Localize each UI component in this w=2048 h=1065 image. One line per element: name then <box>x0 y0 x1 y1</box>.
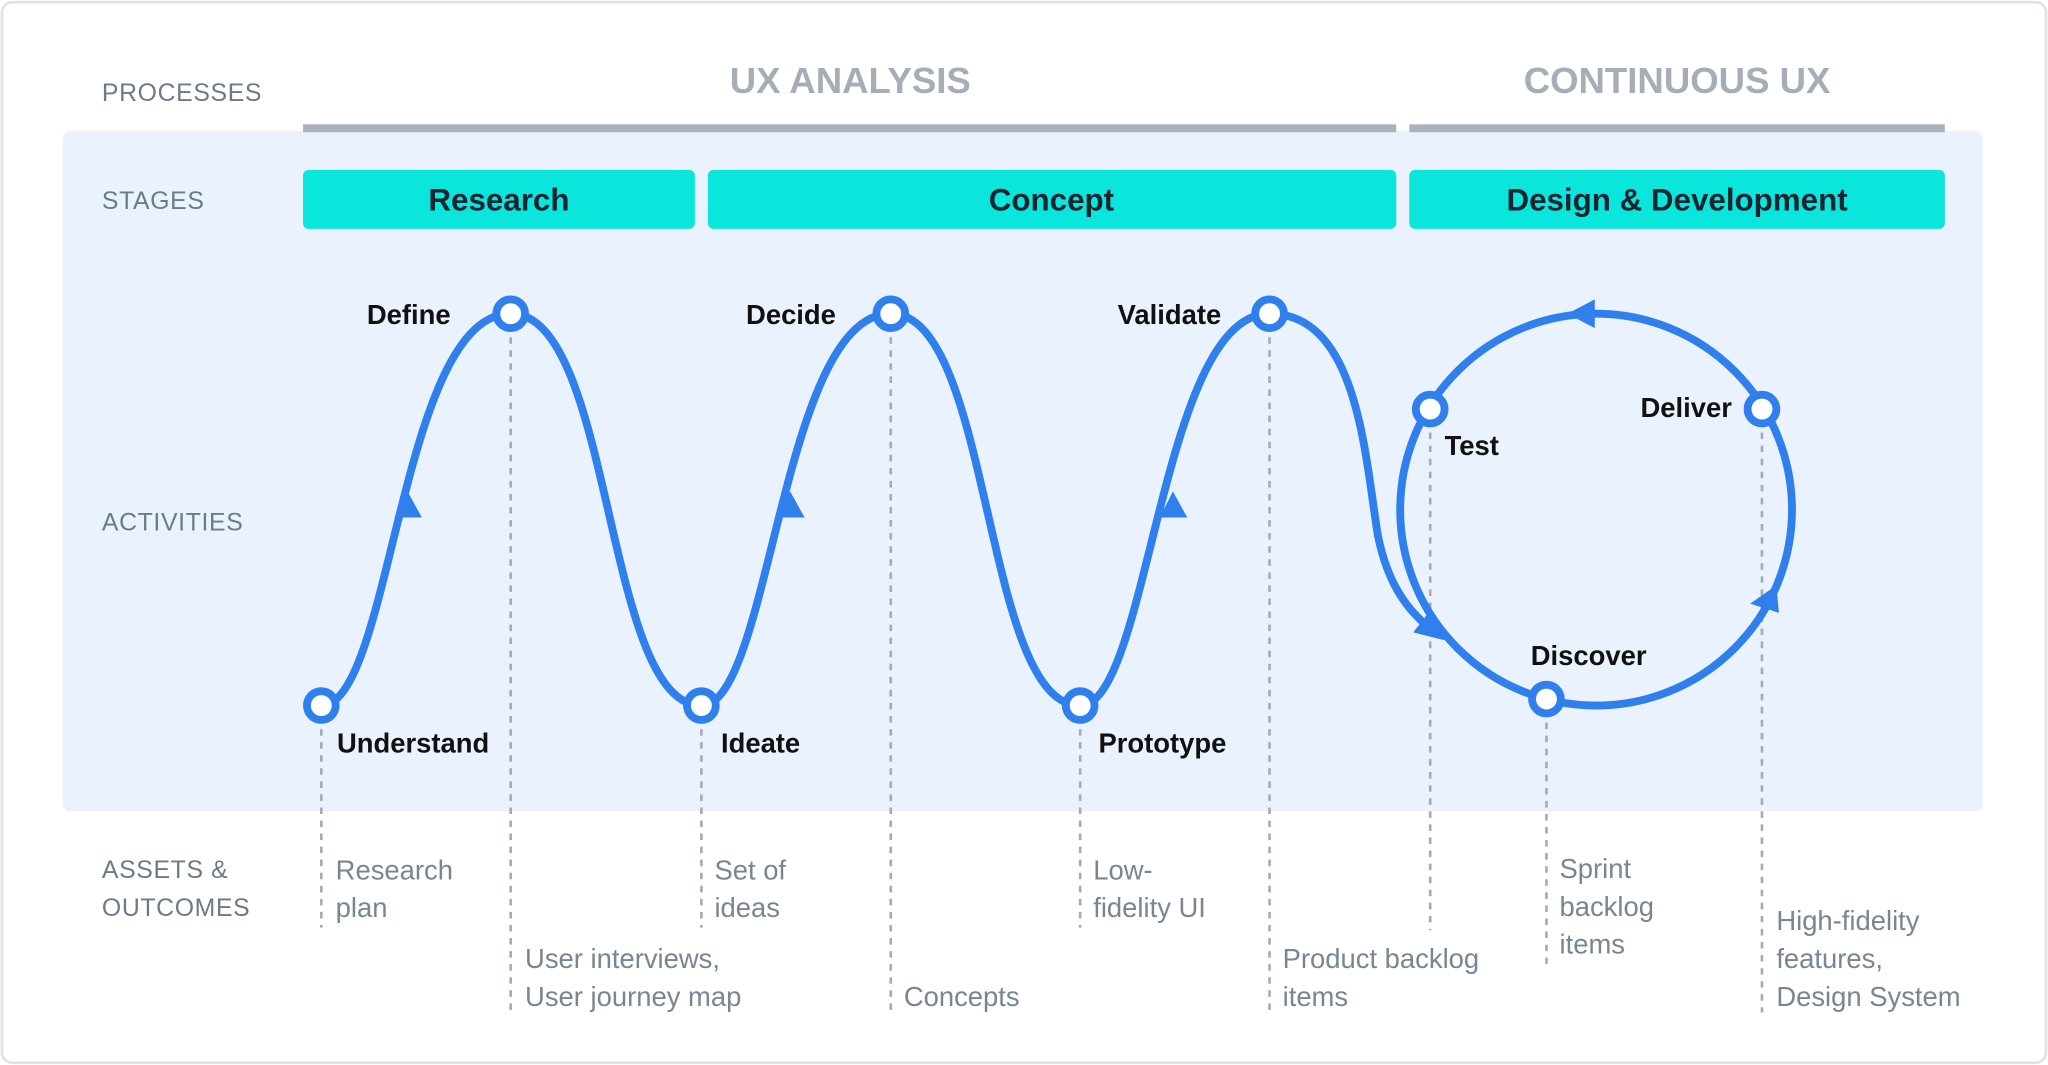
outcome-lowfi: Low- fidelity UI <box>1093 854 1206 923</box>
stage-research-label: Research <box>428 183 569 218</box>
outcome-text: ideas <box>714 892 780 923</box>
node-prototype <box>1061 687 1099 724</box>
outcome-text: items <box>1283 981 1348 1012</box>
outcome-text: items <box>1560 929 1625 960</box>
outcome-text: User interviews, <box>525 943 720 974</box>
continuous-cycle <box>1396 309 1796 710</box>
outcome-text: Research <box>336 854 453 885</box>
node-ideate <box>683 687 720 724</box>
node-decide <box>872 295 910 333</box>
outcome-text: features, <box>1776 943 1883 974</box>
outcome-text: Product backlog <box>1283 943 1480 974</box>
outcome-text: Concepts <box>904 981 1020 1012</box>
node-test <box>1411 390 1449 428</box>
outcome-hifi: High-fidelity features, Design System <box>1776 905 1960 1012</box>
activity-define: Define <box>367 299 451 330</box>
node-define <box>492 295 529 333</box>
arrow-up-icon <box>394 491 422 518</box>
outcome-text: backlog <box>1560 891 1654 922</box>
outcome-sprint-backlog: Sprint backlog items <box>1560 853 1654 960</box>
row-label-stages: STAGES <box>102 188 205 215</box>
arrow-up-icon <box>1159 491 1188 518</box>
activity-discover: Discover <box>1531 640 1647 671</box>
row-label-assets: ASSETS & <box>102 857 229 884</box>
outcome-text: User journey map <box>525 981 741 1012</box>
activity-test: Test <box>1445 430 1499 461</box>
process-continuous-ux: CONTINUOUS UX <box>1524 60 1831 101</box>
process-ux-analysis: UX ANALYSIS <box>730 60 971 101</box>
activity-ideate: Ideate <box>721 728 800 759</box>
outcome-text: Design System <box>1776 981 1960 1012</box>
stage-research: Research <box>303 170 695 229</box>
activity-understand: Understand <box>337 728 489 759</box>
activity-validate: Validate <box>1118 299 1222 330</box>
node-discover <box>1528 680 1565 718</box>
process-bar-continuous-ux <box>1409 124 1945 133</box>
outcome-text: High-fidelity <box>1776 905 1919 936</box>
outcome-text: Set of <box>714 854 786 885</box>
arrow-up-icon <box>777 491 805 518</box>
activity-prototype: Prototype <box>1098 728 1226 759</box>
node-understand <box>303 687 340 724</box>
stage-design-label: Design & Development <box>1506 183 1848 218</box>
outcome-ideas: Set of ideas <box>714 854 786 923</box>
arrow-up-icon <box>1750 585 1779 613</box>
outcome-concepts: Concepts <box>904 981 1020 1012</box>
arrow-down-icon <box>1413 608 1445 641</box>
row-label-outcomes: OUTCOMES <box>102 895 251 922</box>
row-label-activities: ACTIVITIES <box>102 510 244 537</box>
node-validate <box>1251 295 1288 333</box>
arrow-left-icon <box>1567 299 1595 329</box>
row-label-processes: PROCESSES <box>102 80 262 107</box>
activities-panel <box>62 130 1983 812</box>
stage-design-development: Design & Development <box>1409 170 1945 229</box>
outcome-text: plan <box>336 892 388 923</box>
dashed-connectors <box>320 324 1764 1013</box>
outcome-text: fidelity UI <box>1093 892 1206 923</box>
activity-deliver: Deliver <box>1640 392 1732 423</box>
outcome-product-backlog: Product backlog items <box>1283 943 1480 1012</box>
node-deliver <box>1743 390 1781 428</box>
outcome-text: Low- <box>1093 854 1152 885</box>
outcome-interviews: User interviews, User journey map <box>525 943 741 1012</box>
outcome-research-plan: Research plan <box>336 854 453 923</box>
activity-decide: Decide <box>746 299 836 330</box>
outcome-text: Sprint <box>1560 853 1632 884</box>
stage-concept: Concept <box>707 170 1397 229</box>
process-bar-ux-analysis <box>303 124 1397 133</box>
stage-concept-label: Concept <box>989 183 1115 218</box>
